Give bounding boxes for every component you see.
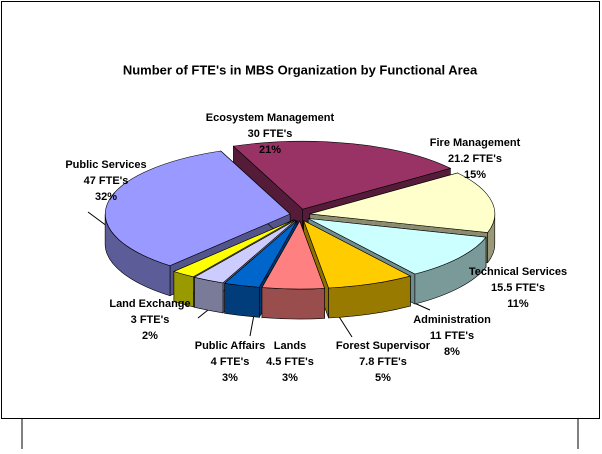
slice-top: [104, 150, 291, 267]
slice-value-label: 30 FTE's: [248, 128, 293, 140]
chart-title: Number of FTE's in MBS Organization by F…: [123, 62, 478, 77]
slice-value-label: 47 FTE's: [84, 175, 129, 187]
slice-percent-label: 2%: [142, 330, 158, 342]
slice-side: [261, 287, 325, 320]
slice-percent-label: 15%: [464, 169, 486, 181]
slice-label: Forest Supervisor: [336, 340, 431, 352]
slice-percent-label: 11%: [507, 298, 529, 310]
slice-top: [232, 140, 452, 210]
slice-value-label: 4 FTE's: [211, 356, 250, 368]
slice-label: Ecosystem Management: [206, 112, 335, 124]
slice-label: Land Exchange: [109, 298, 190, 310]
slice-percent-label: 3%: [282, 372, 298, 384]
slice-top: [173, 219, 295, 278]
slice-value-label: 11 FTE's: [430, 330, 474, 342]
slice-percent-label: 3%: [222, 372, 238, 384]
slice: [261, 219, 326, 320]
slice-top: [303, 219, 412, 289]
slice-side: [224, 282, 260, 318]
pie: [104, 140, 496, 320]
slice-label: Public Affairs: [195, 340, 266, 352]
slice-percent-label: 8%: [444, 346, 460, 358]
slice-percent-label: 32%: [95, 191, 117, 203]
slice-value-label: 21.2 FTE's: [448, 153, 502, 165]
slice-value-label: 4.5 FTE's: [266, 356, 314, 368]
slice: [303, 219, 412, 319]
slice-top: [261, 220, 326, 290]
slice-value-label: 7.8 FTE's: [359, 356, 407, 368]
slice-top: [224, 220, 298, 288]
slice-label: Lands: [274, 340, 306, 352]
slice-value-label: 3 FTE's: [131, 314, 170, 326]
slice-top: [309, 172, 496, 233]
slice-percent-label: 5%: [375, 372, 391, 384]
slice-label: Administration: [413, 314, 491, 326]
slice-top: [193, 220, 296, 284]
slice-side: [194, 276, 224, 314]
slice-label: Fire Management: [430, 137, 521, 149]
slice-label: Technical Services: [469, 266, 567, 278]
slice-label: Public Services: [65, 159, 146, 171]
slice-top: [308, 218, 487, 275]
slice-value-label: 15.5 FTE's: [491, 282, 545, 294]
slice-percent-label: 21%: [259, 144, 281, 156]
